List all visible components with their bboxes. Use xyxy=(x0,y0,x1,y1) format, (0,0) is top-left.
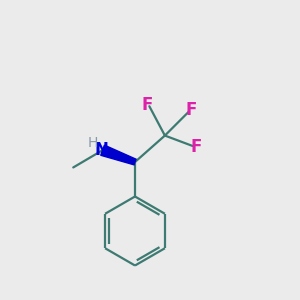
Text: N: N xyxy=(94,141,108,159)
Text: F: F xyxy=(141,96,153,114)
Text: H: H xyxy=(88,136,98,150)
Text: F: F xyxy=(186,101,197,119)
Text: F: F xyxy=(190,138,202,156)
Polygon shape xyxy=(101,145,136,165)
